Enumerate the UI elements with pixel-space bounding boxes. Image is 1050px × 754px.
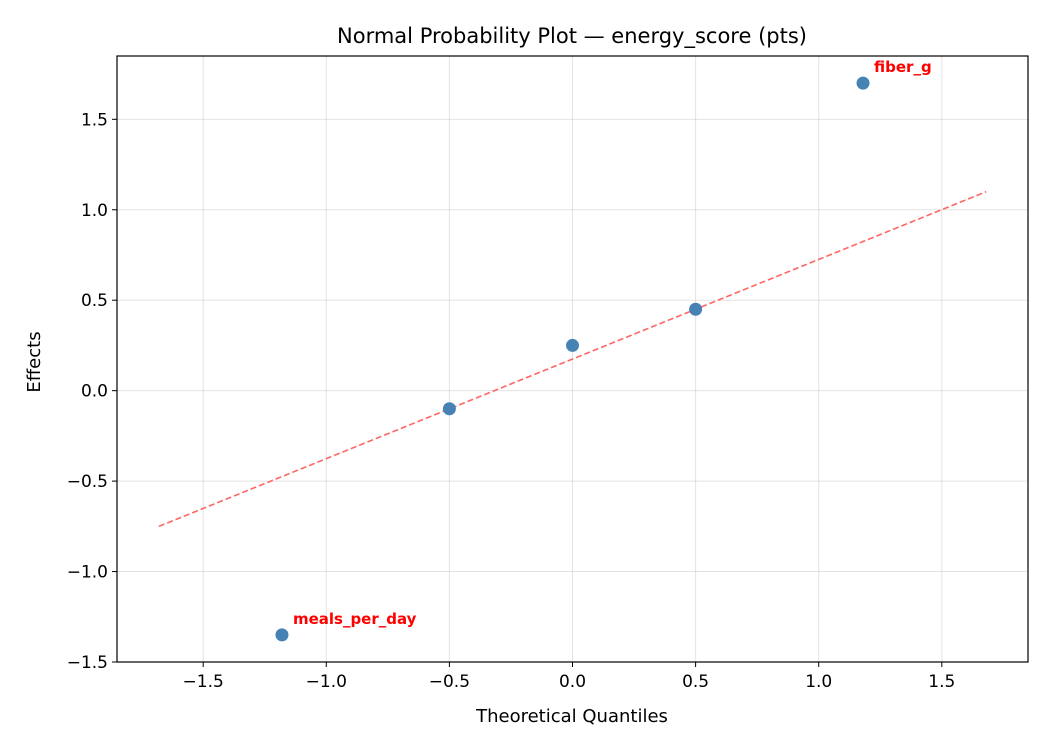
data-point (442, 402, 456, 416)
x-axis-label: Theoretical Quantiles (475, 706, 668, 727)
point-label: meals_per_day (293, 610, 417, 628)
x-axis: −1.5 −1.0 −0.5 0.0 0.5 1.0 1.5 (183, 662, 955, 692)
chart-title: Normal Probability Plot — energy_score (… (337, 24, 807, 49)
y-axis-label: Effects (24, 331, 45, 392)
y-tick-label: 0.0 (81, 382, 108, 402)
grid (117, 56, 1028, 663)
y-tick-label: 1.0 (81, 201, 108, 221)
y-tick-label: −1.5 (67, 653, 108, 673)
point-label: fiber_g (874, 58, 932, 76)
y-tick-label: 1.5 (81, 110, 108, 130)
x-tick-label: 1.0 (805, 672, 832, 692)
y-axis: −1.5 −1.0 −0.5 0.0 0.5 1.0 1.5 (67, 110, 117, 673)
points-group: meals_per_day fiber_g (275, 58, 932, 642)
data-point (275, 628, 289, 642)
x-tick-label: −1.0 (306, 672, 347, 692)
data-point (566, 338, 579, 352)
data-point (689, 302, 703, 316)
x-tick-label: 0.5 (682, 672, 709, 692)
reference-line (158, 190, 987, 528)
x-tick-label: 1.5 (928, 672, 955, 692)
y-tick-label: −1.0 (67, 563, 108, 583)
x-tick-label: −1.5 (183, 672, 224, 692)
x-tick-label: −0.5 (429, 672, 470, 692)
data-point (856, 76, 870, 90)
y-tick-label: 0.5 (81, 291, 108, 311)
y-tick-label: −0.5 (67, 472, 108, 492)
x-tick-label: 0.0 (559, 672, 586, 692)
reference-line-group (158, 190, 987, 528)
